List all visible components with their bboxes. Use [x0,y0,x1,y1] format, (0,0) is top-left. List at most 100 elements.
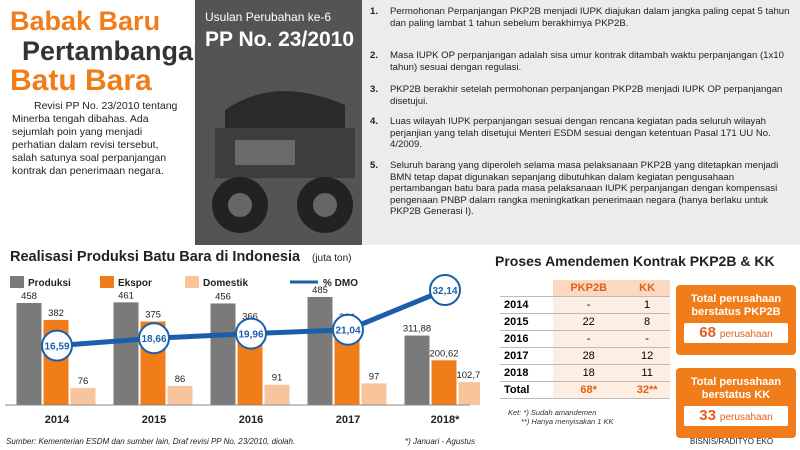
stat-label: Total perusahaan berstatus KK [690,376,782,401]
changes-list: 1. Permohonan Perpanjangan PKP2B menjadi … [362,0,800,245]
amendment-table: PKP2B KK 2014-1 2015 22 8 2016- -2017 28 12 2018 18… [500,280,670,399]
legend-label: Produksi [28,278,71,289]
bar [404,335,430,405]
table-cell: 32** [624,381,670,399]
table-cell: 2016 [500,330,554,348]
table-cell: 2017 [500,347,554,365]
data-label: 366 [242,311,258,322]
data-label: 311,88 [403,324,431,335]
table-cell: 68* [553,381,625,399]
item-text: Permohonan Perpanjangan PKP2B menjadi IU… [390,6,790,29]
bar [70,388,96,405]
data-label: 97 [369,371,380,382]
table-row: 2017 28 12 [500,347,670,365]
table-cell: 22 [553,313,625,331]
item-text: PKP2B berakhir setelah permohonan perpan… [390,84,783,107]
x-tick-label: 2014 [45,414,70,426]
note: Ket: *) Sudah amandemen [508,408,597,417]
data-label: 456 [215,291,231,302]
item-text: Seluruh barang yang diperoleh selama mas… [390,160,779,217]
truck-illustration [212,91,355,233]
table-title: Proses Amendemen Kontrak PKP2B & KK [495,253,775,269]
change-item: 2. Masa IUPK OP perpanjangan adalah sisa … [370,50,795,73]
table-cell: 1 [624,296,670,314]
table-cell: 12 [624,347,670,365]
stat-unit: perusahaan [719,329,773,340]
dmo-label: 32,14 [432,286,457,297]
stat-label: Total perusahaan berstatus PKP2B [690,293,782,318]
item-number: 3. [370,84,379,95]
table-row: Total 68* 32** [500,381,670,399]
x-tick-label: 2017 [336,414,360,426]
table-notes: Ket: *) Sudah amandemen **) Hanya menyisa… [508,408,614,426]
bar [264,384,290,405]
stat-number: 33 [699,407,716,424]
stat-number: 68 [699,324,716,341]
footnote: *) Januari - Agustus [405,437,475,446]
bar [361,383,387,405]
bar [458,382,480,405]
legend-label: Ekspor [118,278,152,289]
table-cell: 28 [553,347,625,365]
table-cell: - [553,330,625,348]
data-label: 86 [175,374,186,385]
panel-title: PP No. 23/2010 [205,28,355,51]
data-label: 485 [312,285,328,296]
data-label: 76 [78,376,89,387]
change-item: 4. Luas wilayah IUPK perpanjangan sesuai … [370,116,795,151]
credit: BISNIS/RADITYO EKO [690,437,774,446]
dmo-label: 16,59 [44,342,69,353]
chart: Realisasi Produksi Batu Bara di Indonesi… [5,249,480,426]
change-item: 3. PKP2B berakhir setelah permohonan perp… [370,84,795,107]
dmo-point [332,313,364,346]
bar [431,360,457,405]
table-cell: 8 [624,313,670,331]
legend-swatch [10,276,24,288]
bar [210,303,236,405]
table-cell: 2015 [500,313,554,331]
item-number: 5. [370,160,379,171]
table-cell: 11 [624,364,670,382]
bar [113,302,139,405]
data-label: 200,62 [429,348,458,359]
table-row: 2016- - [500,330,670,348]
source: Sumber: Kementerian ESDM dan sumber lain… [6,437,296,446]
chart-title: Realisasi Produksi Batu Bara di Indonesi… [10,249,301,265]
data-label: 102,75 [456,370,480,381]
change-item: 5. Seluruh barang yang diperoleh selama m… [370,160,795,218]
dmo-label: 19,96 [238,330,263,341]
table-row: 2014-1 [500,296,670,314]
stat-unit: perusahaan [719,412,773,423]
header-cell [500,280,554,297]
table-cell: 2014 [500,296,554,314]
bar [307,297,333,405]
item-number: 2. [370,50,379,61]
table-cell: 2018 [500,364,554,382]
x-tick-label: 2015 [142,414,166,426]
legend-swatch [185,276,199,288]
stat-box: Total perusahaan berstatus PKP2B 68 perusa… [676,285,796,355]
stat-value: 68 perusahaan [684,323,788,343]
item-number: 1. [370,6,379,17]
stat-box: Total perusahaan berstatus KK 33 perusahaa… [676,368,796,438]
chart-subtitle: (juta ton) [312,253,351,264]
data-label: 91 [272,373,283,384]
dmo-label: 18,66 [141,334,166,345]
item-text: Masa IUPK OP perpanjangan adalah sisa um… [390,50,784,73]
legend-label: Domestik [203,278,248,289]
dmo-point [138,322,170,355]
table-cell: 18 [553,364,625,382]
table-cell: Total [500,381,554,399]
bar [167,385,193,405]
table-cell: - [553,296,625,314]
intro: Revisi PP No. 23/2010 tentang Minerba te… [12,100,178,177]
legend-label: % DMO [323,278,358,289]
legend-swatch [100,276,114,288]
stat-value: 33 perusahaan [684,406,788,426]
dmo-point [429,274,461,306]
bar [16,303,42,405]
data-label: 382 [48,308,64,319]
note: **) Hanya menyisakan 1 KK [521,417,614,426]
x-tick-label: 2016 [239,414,263,426]
